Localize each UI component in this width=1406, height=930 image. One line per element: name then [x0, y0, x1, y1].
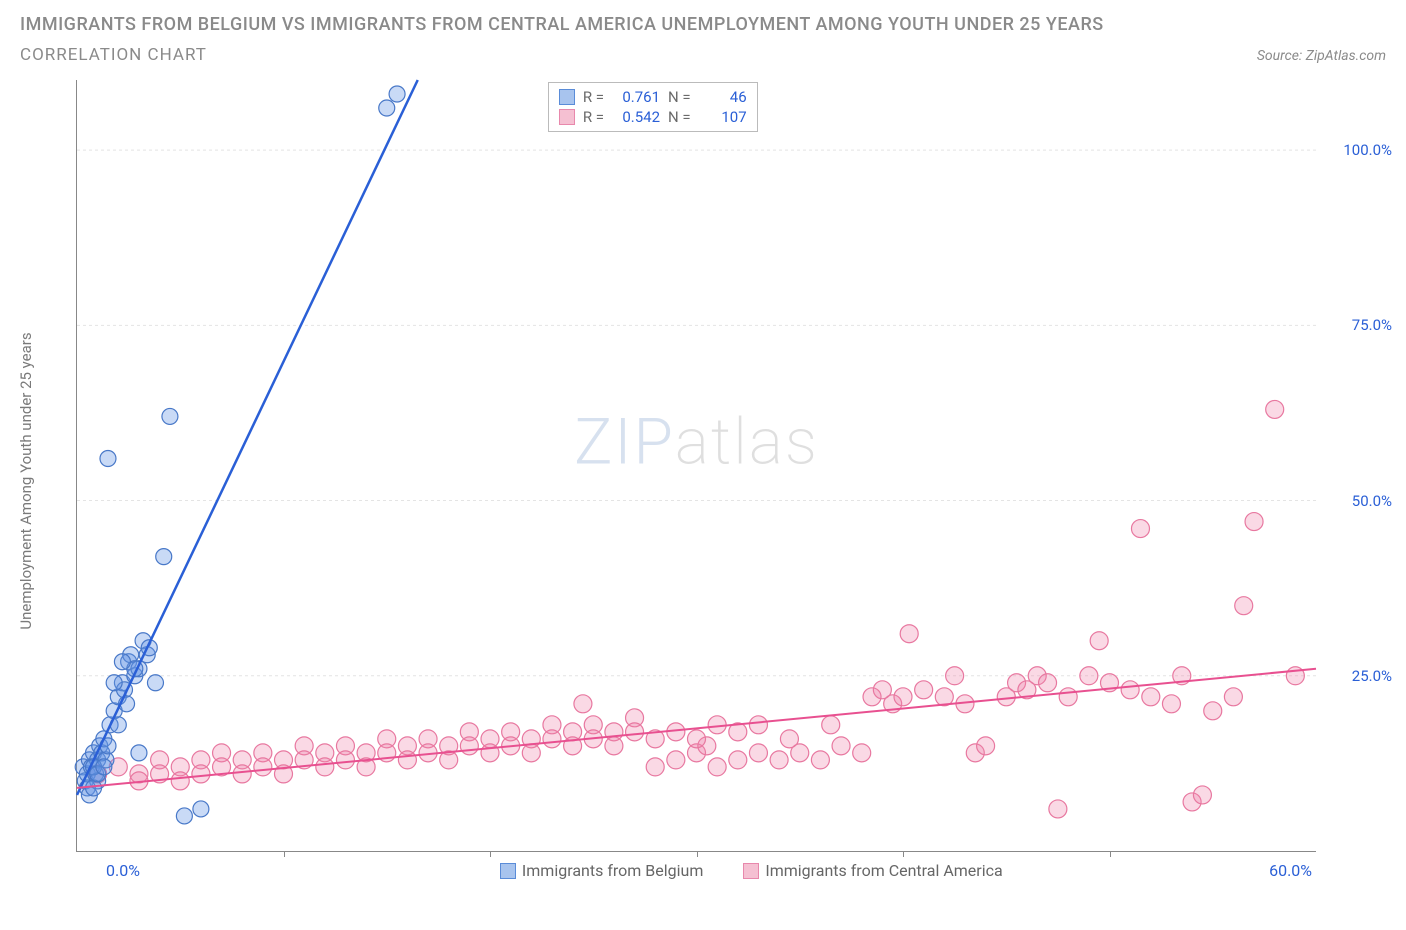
n-label: N =: [668, 88, 691, 106]
y-tick-label: 25.0%: [1352, 667, 1392, 685]
x-axis-legend: 0.0% Immigrants from Belgium Immigrants …: [46, 861, 1316, 880]
stats-row-central-america: R = 0.542 N = 107: [559, 107, 747, 127]
y-tick-label: 100.0%: [1343, 141, 1392, 159]
plot-area: ZIPatlas R = 0.761 N = 46 R = 0.542 N = …: [76, 80, 1316, 852]
x-tick: [284, 851, 285, 857]
header: IMMIGRANTS FROM BELGIUM VS IMMIGRANTS FR…: [0, 0, 1406, 71]
y-axis-label: Unemployment Among Youth under 25 years: [17, 332, 35, 629]
x-tick: [903, 851, 904, 857]
r-label: R =: [583, 88, 604, 106]
y-tick-label: 50.0%: [1352, 492, 1392, 510]
x-tick: [697, 851, 698, 857]
r-value: 0.542: [612, 108, 660, 126]
legend-label: Immigrants from Central America: [765, 861, 1002, 880]
x-tick: [490, 851, 491, 857]
x-tick: [1110, 851, 1111, 857]
x-min-label: 0.0%: [106, 861, 140, 880]
page-title: IMMIGRANTS FROM BELGIUM VS IMMIGRANTS FR…: [20, 14, 1386, 35]
stats-row-belgium: R = 0.761 N = 46: [559, 87, 747, 107]
r-value: 0.761: [612, 88, 660, 106]
swatch-central-america: [559, 109, 575, 125]
stats-legend-box: R = 0.761 N = 46 R = 0.542 N = 107: [548, 82, 758, 132]
legend-swatch-belgium: [500, 863, 516, 879]
legend-item-belgium: Immigrants from Belgium: [500, 861, 703, 880]
legend-item-central-america: Immigrants from Central America: [743, 861, 1002, 880]
x-max-label: 60.0%: [1269, 861, 1312, 880]
y-tick-label: 75.0%: [1352, 316, 1392, 334]
r-label: R =: [583, 108, 604, 126]
n-value: 107: [699, 108, 747, 126]
n-label: N =: [668, 108, 691, 126]
page-subtitle: CORRELATION CHART: [20, 45, 207, 65]
chart-svg: [77, 80, 1316, 851]
legend-swatch-central-america: [743, 863, 759, 879]
chart-container: Unemployment Among Youth under 25 years …: [46, 80, 1316, 882]
n-value: 46: [699, 88, 747, 106]
legend-label: Immigrants from Belgium: [522, 861, 703, 880]
source-attribution: Source: ZipAtlas.com: [1257, 48, 1386, 64]
swatch-belgium: [559, 89, 575, 105]
